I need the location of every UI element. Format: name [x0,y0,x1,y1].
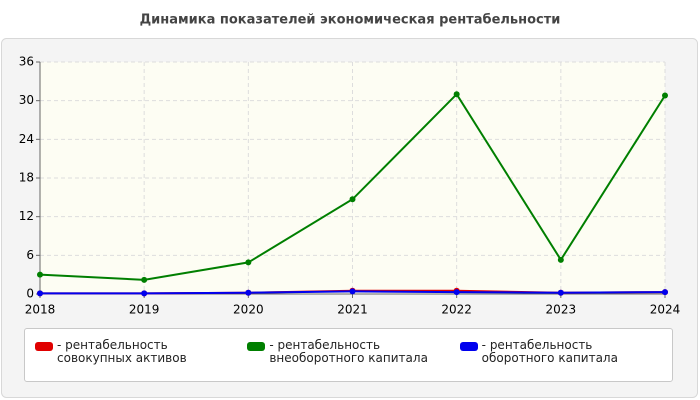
y-tick-label: 24 [19,132,34,146]
y-tick-label: 6 [26,248,34,262]
y-tick-label: 30 [19,93,34,107]
point [349,196,356,203]
point [662,92,668,99]
point [37,290,43,297]
point [453,289,460,296]
point [245,289,252,296]
legend-item: рентабельность оборотного капитала [459,339,672,381]
y-tick-label: 36 [19,55,34,69]
x-tick-label: 2021 [337,303,368,317]
point [245,259,252,266]
point [557,256,564,263]
x-tick-label: 2019 [129,303,160,317]
legend-swatch [459,342,478,351]
lines [37,91,668,297]
legend-label: рентабельность оборотного капитала [482,339,662,365]
point [453,91,460,98]
legend-label: рентабельность совокупных активов [57,339,237,365]
x-tick-label: 2018 [25,303,56,317]
point [557,289,564,296]
x-tick-label: 2020 [233,303,264,317]
legend-swatch [247,342,266,351]
legend: рентабельность совокупных активов рентабе… [24,328,673,382]
point [141,276,148,283]
y-tick-label: 12 [19,209,34,223]
x-tick-label: 2024 [650,303,681,317]
legend-item: рентабельность совокупных активов [35,339,247,381]
chart-title: Динамика показателей экономическая рента… [140,13,561,28]
point [662,289,668,296]
y-tick-label: 0 [26,287,34,301]
y-tick-label: 18 [19,171,34,185]
point [349,288,356,295]
point [37,271,43,278]
point [141,290,148,297]
x-tick-label: 2022 [441,303,472,317]
legend-swatch [35,342,53,351]
legend-item: рентабельность внеоборотного капитала [247,339,459,381]
legend-label: рентабельность внеоборотного капитала [269,339,449,365]
x-tick-label: 2023 [546,303,577,317]
